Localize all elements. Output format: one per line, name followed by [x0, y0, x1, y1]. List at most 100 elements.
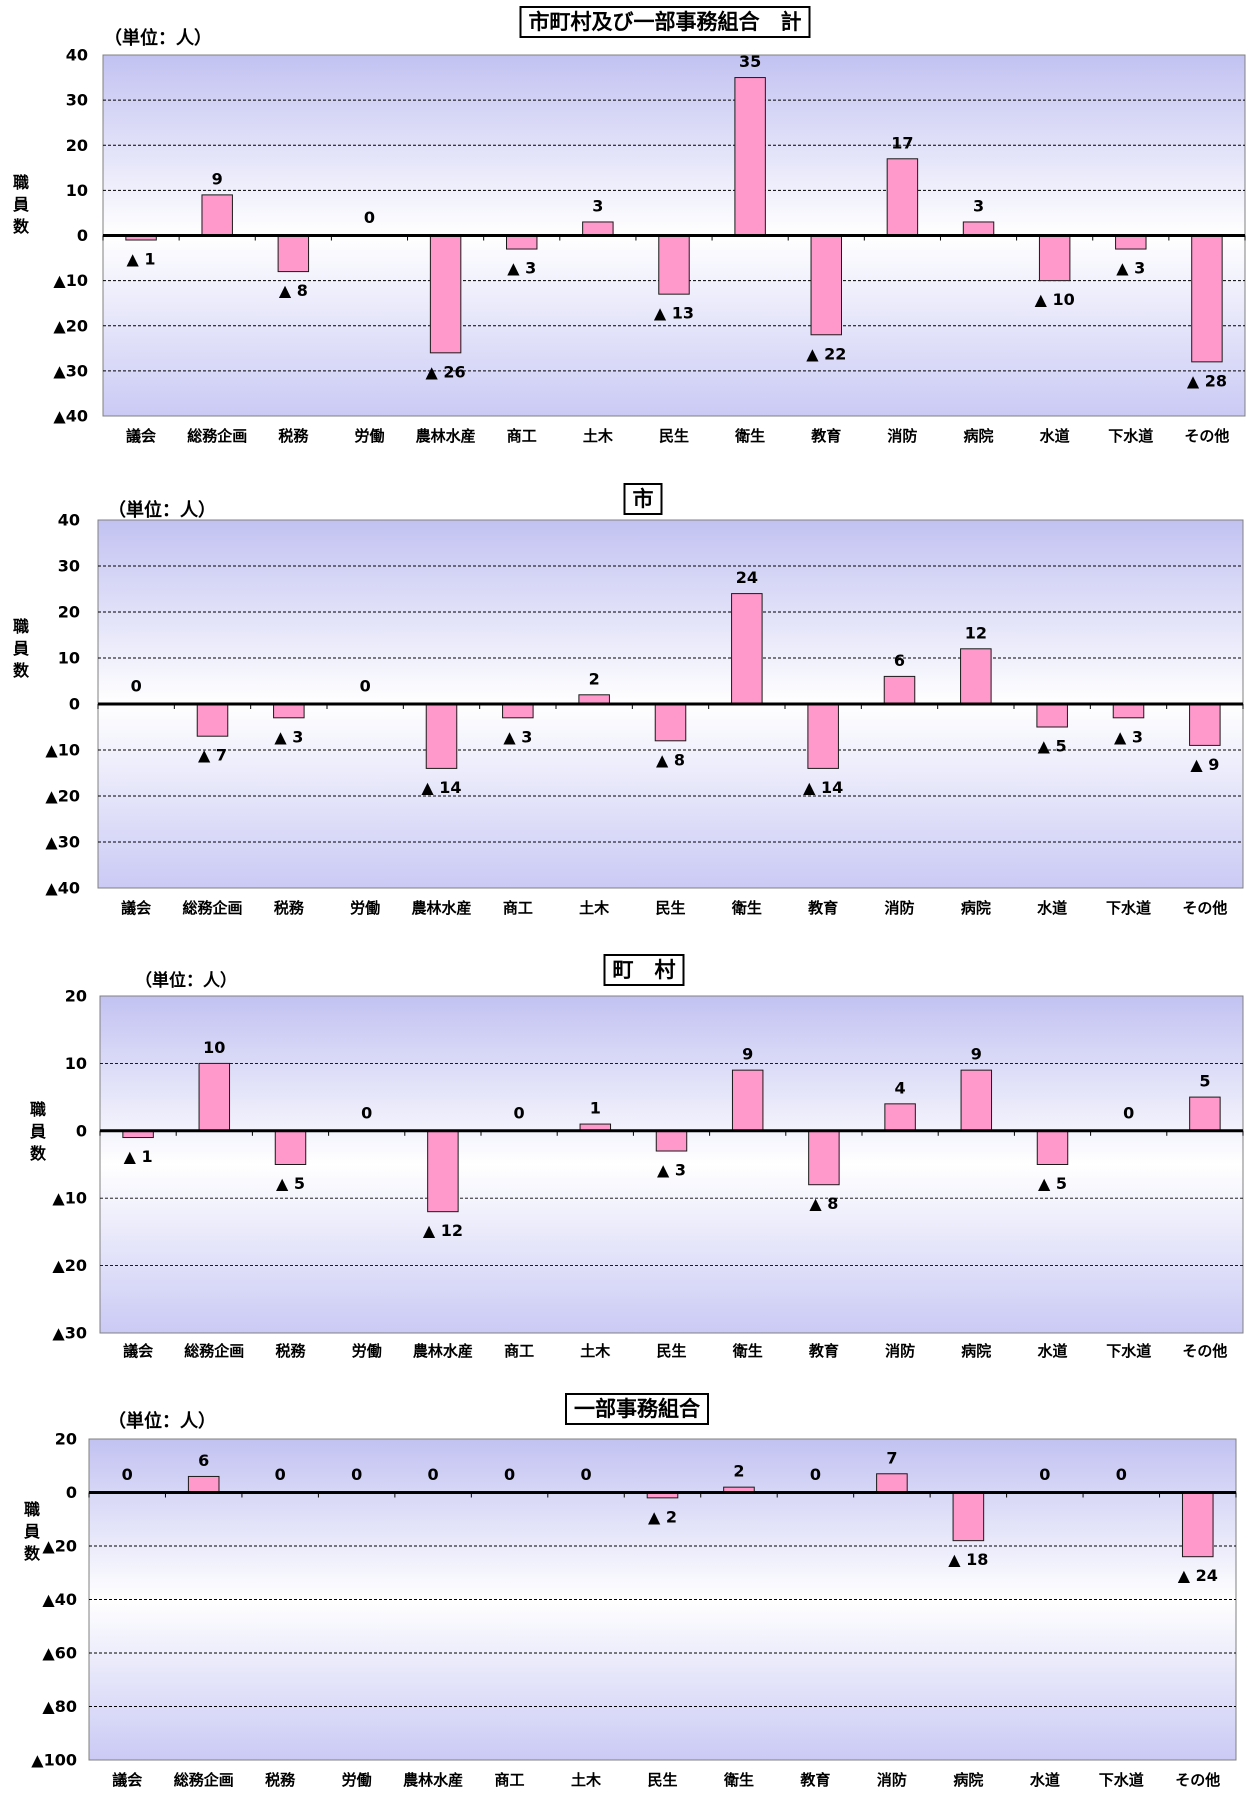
chart-2-data-label-4: 0	[360, 677, 371, 696]
chart-1-bar-2	[201, 194, 233, 236]
chart-3-category-label-14: 下水道	[1106, 1342, 1151, 1360]
chart-3-data-label-8: ▲ 3	[657, 1161, 686, 1180]
chart-3-bar-3	[274, 1130, 307, 1166]
chart-1-data-label-8: ▲ 13	[654, 304, 694, 323]
chart-3-y-tick-label-5: ▲30	[52, 1324, 87, 1343]
chart-1-category-label-2: 総務企画	[187, 427, 247, 445]
chart-2-category-label-1: 議会	[121, 899, 151, 917]
chart-1-data-label-9: 35	[739, 52, 761, 71]
chart-1-category-label-4: 労働	[354, 427, 384, 445]
chart-1-data-label-11: 17	[891, 133, 913, 152]
chart-4-category-label-7: 土木	[571, 1771, 602, 1789]
chart-3-data-label-6: 0	[514, 1103, 525, 1122]
chart-1-title: 市町村及び一部事務組合 計	[519, 6, 811, 38]
chart-3-category-label-11: 消防	[885, 1342, 915, 1360]
chart-1-data-label-5: ▲ 26	[426, 362, 466, 381]
chart-1-bar-9	[734, 77, 766, 236]
chart-4-data-label-15: ▲ 24	[1178, 1566, 1218, 1585]
chart-4-data-label-5: 0	[428, 1465, 439, 1484]
chart-2-bar-3	[273, 703, 305, 719]
chart-1-category-label-10: 教育	[810, 427, 841, 445]
chart-2-data-label-15: ▲ 9	[1190, 755, 1219, 774]
chart-3-category-label-3: 税務	[275, 1342, 306, 1360]
chart-4-data-label-7: 0	[580, 1465, 591, 1484]
chart-3-data-label-11: 4	[895, 1078, 906, 1097]
chart-1-bar-13	[1038, 235, 1071, 282]
chart-4-y-tick-label-2: ▲20	[42, 1537, 77, 1556]
chart-3-y-axis-label: 職員数	[29, 1100, 46, 1163]
chart-3-category-label-13: 水道	[1037, 1342, 1067, 1360]
chart-4-data-label-13: 0	[1039, 1465, 1050, 1484]
chart-2-category-label-15: その他	[1182, 899, 1227, 917]
chart-4-data-label-12: ▲ 18	[948, 1550, 988, 1569]
chart-4-data-label-14: 0	[1116, 1465, 1127, 1484]
chart-2-category-label-13: 水道	[1037, 899, 1067, 917]
chart-1-category-label-14: 下水道	[1108, 427, 1153, 445]
chart-1-y-tick-label-3: 10	[66, 181, 88, 200]
chart-3-category-label-4: 労働	[352, 1342, 382, 1360]
chart-3-bar-10	[808, 1130, 840, 1186]
chart-3-bar-2	[198, 1062, 231, 1132]
chart-3-title: 町 村	[603, 954, 685, 986]
chart-2-category-label-7: 土木	[579, 899, 610, 917]
chart-2-category-label-11: 消防	[884, 899, 914, 917]
chart-2-category-label-14: 下水道	[1106, 899, 1151, 917]
chart-4-bar-2	[187, 1475, 220, 1493]
chart-1-bar-14	[1115, 235, 1147, 250]
chart-4-category-label-12: 病院	[953, 1771, 983, 1789]
chart-2-y-tick-label-6: ▲20	[45, 787, 80, 806]
chart-1-y-tick-label-5: ▲10	[53, 271, 88, 290]
chart-2-data-label-3: ▲ 3	[274, 727, 303, 746]
chart-2-category-label-2: 総務企画	[182, 899, 242, 917]
chart-2-y-axis-label: 職員数	[12, 617, 29, 680]
chart-2-bar-11	[883, 675, 916, 705]
chart-2-category-label-3: 税務	[274, 899, 305, 917]
chart-1-y-tick-label-0: 40	[66, 46, 88, 65]
chart-1-bar-3	[277, 235, 310, 273]
chart-3-bar-9	[731, 1069, 764, 1132]
chart-2-data-label-2: ▲ 7	[198, 746, 227, 765]
chart-2-bar-5	[425, 703, 458, 769]
chart-1-data-label-4: 0	[364, 208, 375, 227]
chart-3-data-label-1: ▲ 1	[124, 1147, 153, 1166]
chart-1-bar-12	[962, 221, 995, 236]
chart-4-data-label-3: 0	[275, 1465, 286, 1484]
chart-4-category-label-10: 教育	[799, 1771, 830, 1789]
chart-1-bar-6	[506, 235, 538, 250]
chart-2-data-label-9: 24	[736, 568, 758, 587]
chart-4-category-label-14: 下水道	[1099, 1771, 1144, 1789]
chart-2-bar-13	[1036, 703, 1068, 728]
chart-4-data-label-8: ▲ 2	[648, 1507, 677, 1526]
chart-3-bar-15	[1189, 1096, 1221, 1132]
chart-3-category-label-9: 衛生	[732, 1342, 763, 1360]
chart-1-category-label-9: 衛生	[734, 427, 765, 445]
chart-2-y-tick-label-4: 0	[69, 695, 80, 714]
chart-1-category-label-8: 民生	[659, 427, 689, 445]
chart-3-y-tick-label-4: ▲20	[52, 1256, 87, 1275]
chart-3-category-label-6: 商工	[504, 1342, 534, 1360]
chart-1-category-label-15: その他	[1184, 427, 1229, 445]
chart-4-bar-12	[952, 1492, 985, 1542]
chart-3-y-tick-label-0: 20	[65, 987, 87, 1006]
chart-4-data-label-1: 0	[122, 1465, 133, 1484]
chart-3-bar-5	[427, 1130, 459, 1213]
chart-2-y-tick-label-2: 20	[58, 603, 80, 622]
chart-2-y-tick-label-3: 10	[58, 649, 80, 668]
chart-2-bar-14	[1112, 703, 1145, 719]
chart-4-y-tick-label-1: 0	[66, 1483, 77, 1502]
chart-3-data-label-14: 0	[1123, 1103, 1134, 1122]
chart-4-category-label-9: 衛生	[723, 1771, 754, 1789]
chart-4-category-label-4: 労働	[342, 1771, 372, 1789]
chart-2-data-label-11: 6	[894, 651, 905, 670]
chart-2-y-tick-label-8: ▲40	[45, 879, 80, 898]
chart-3-data-label-13: ▲ 5	[1038, 1174, 1067, 1193]
chart-4-bar-11	[876, 1473, 908, 1494]
chart-2-category-label-12: 病院	[961, 899, 991, 917]
chart-2-plot: 40 30 20 10 0 ▲10 ▲20 ▲30 ▲40 0 議会 ▲ 7 総務企画 ▲ 3 税務 0 労働 ▲…	[45, 511, 1244, 917]
chart-2-y-tick-label-7: ▲30	[45, 833, 80, 852]
chart-4-category-label-2: 総務企画	[174, 1771, 234, 1789]
chart-3-data-label-4: 0	[361, 1103, 372, 1122]
chart-1-bar-8	[658, 235, 690, 295]
